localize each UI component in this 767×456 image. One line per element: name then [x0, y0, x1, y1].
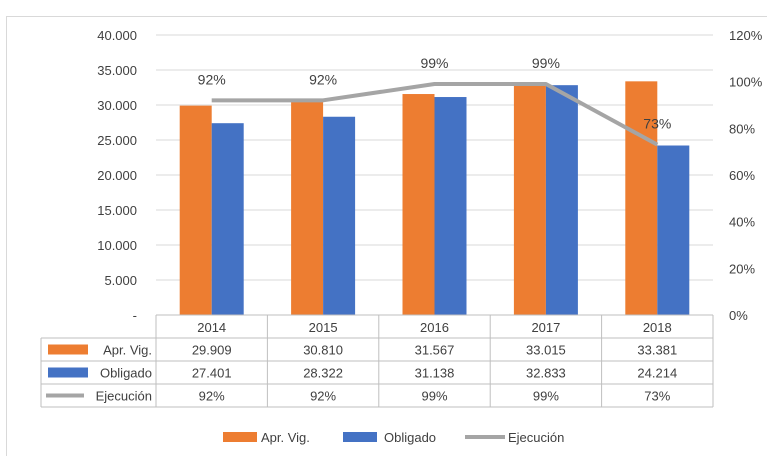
line-data-label: 73% — [643, 116, 671, 132]
bar-obligado — [323, 116, 356, 315]
bar-apr-vig — [625, 81, 658, 315]
line-ejecucion — [211, 82, 659, 147]
table-header-cell: 2017 — [531, 320, 560, 335]
table-cell: 99% — [533, 389, 559, 404]
y-left-tick-label: 20.000 — [97, 168, 137, 183]
legend-key — [343, 432, 377, 442]
y-left-tick-label: 5.000 — [104, 273, 137, 288]
bar-obligado — [434, 97, 467, 315]
line-data-label: 99% — [420, 55, 448, 71]
table-cell: 92% — [199, 389, 225, 404]
y-right-tick-label: 20% — [729, 261, 755, 276]
table-legend-key — [48, 367, 88, 378]
table-cell: 31.138 — [415, 366, 455, 381]
y-right-tick-label: 40% — [729, 215, 755, 230]
y-left-tick-label: - — [133, 308, 137, 323]
y-left-tick-label: 15.000 — [97, 203, 137, 218]
y-left-tick-label: 40.000 — [97, 28, 137, 43]
table-cell: 30.810 — [303, 343, 343, 358]
legend-label: Ejecución — [508, 430, 564, 445]
bar-apr-vig — [179, 105, 212, 316]
bar-obligado — [545, 85, 578, 315]
line-data-label: 99% — [532, 55, 560, 71]
table-cell: 27.401 — [192, 366, 232, 381]
legend-label: Obligado — [384, 430, 436, 445]
y-right-tick-label: 120% — [729, 28, 763, 43]
table-cell: 29.909 — [192, 343, 232, 358]
chart-frame — [6, 16, 767, 456]
bar-obligado — [657, 145, 690, 315]
table-header-cell: 2014 — [197, 320, 226, 335]
bar-apr-vig — [402, 94, 435, 315]
table-cell: 99% — [421, 389, 447, 404]
y-right-tick-label: 100% — [729, 75, 763, 90]
table-legend-key — [48, 344, 88, 355]
y-right-tick-label: 60% — [729, 168, 755, 183]
table-cell: 31.567 — [415, 343, 455, 358]
y-left-tick-label: 30.000 — [97, 98, 137, 113]
bar-obligado — [211, 123, 244, 316]
legend-key — [223, 432, 257, 442]
table-cell: 73% — [644, 389, 670, 404]
table-cell: 32.833 — [526, 366, 566, 381]
y-left-tick-label: 35.000 — [97, 63, 137, 78]
table-cell: 33.015 — [526, 343, 566, 358]
table-cell: 28.322 — [303, 366, 343, 381]
table-header-cell: 2016 — [420, 320, 449, 335]
bar-apr-vig — [291, 99, 324, 315]
y-right-tick-label: 0% — [729, 308, 748, 323]
line-data-label: 92% — [309, 71, 337, 87]
table-cell: 33.381 — [637, 343, 677, 358]
table-cell: 24.214 — [637, 366, 677, 381]
y-left-tick-label: 25.000 — [97, 133, 137, 148]
table-header-cell: 2018 — [643, 320, 672, 335]
legend-label: Apr. Vig. — [261, 430, 310, 445]
bar-apr-vig — [513, 83, 546, 316]
y-left-tick-label: 10.000 — [97, 238, 137, 253]
table-cell: 92% — [310, 389, 336, 404]
y-right-tick-label: 80% — [729, 121, 755, 136]
table-row-label: Apr. Vig. — [103, 343, 152, 358]
line-data-label: 92% — [198, 71, 226, 87]
table-header-cell: 2015 — [309, 320, 338, 335]
table-row-label: Obligado — [100, 366, 152, 381]
table-row-label: Ejecución — [96, 389, 152, 404]
